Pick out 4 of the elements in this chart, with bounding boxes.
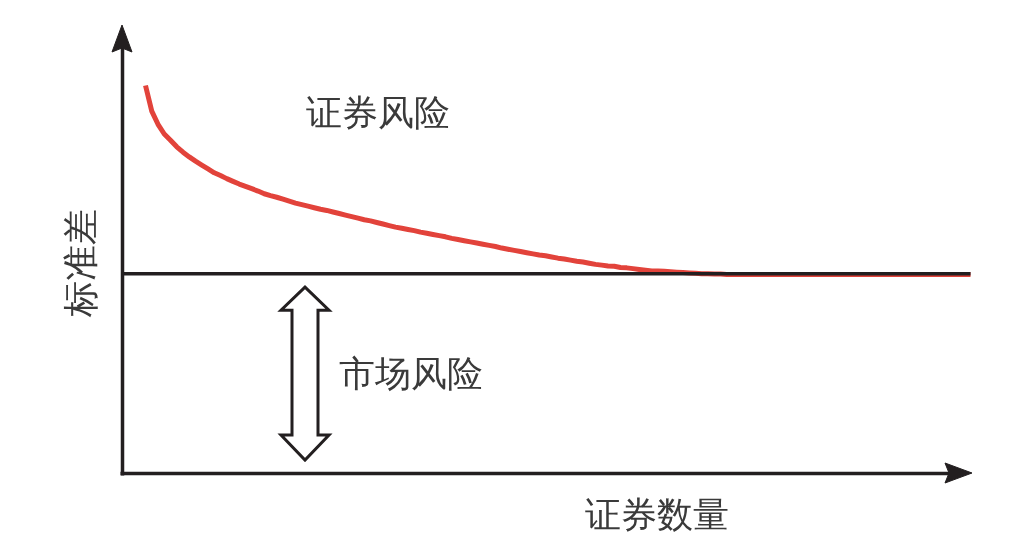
y-axis-title: 标准差 bbox=[60, 208, 101, 318]
annotation: 证券风险 bbox=[305, 92, 450, 133]
annotation: 市场风险 bbox=[338, 353, 483, 395]
x-axis-title: 证券数量 bbox=[584, 494, 729, 535]
